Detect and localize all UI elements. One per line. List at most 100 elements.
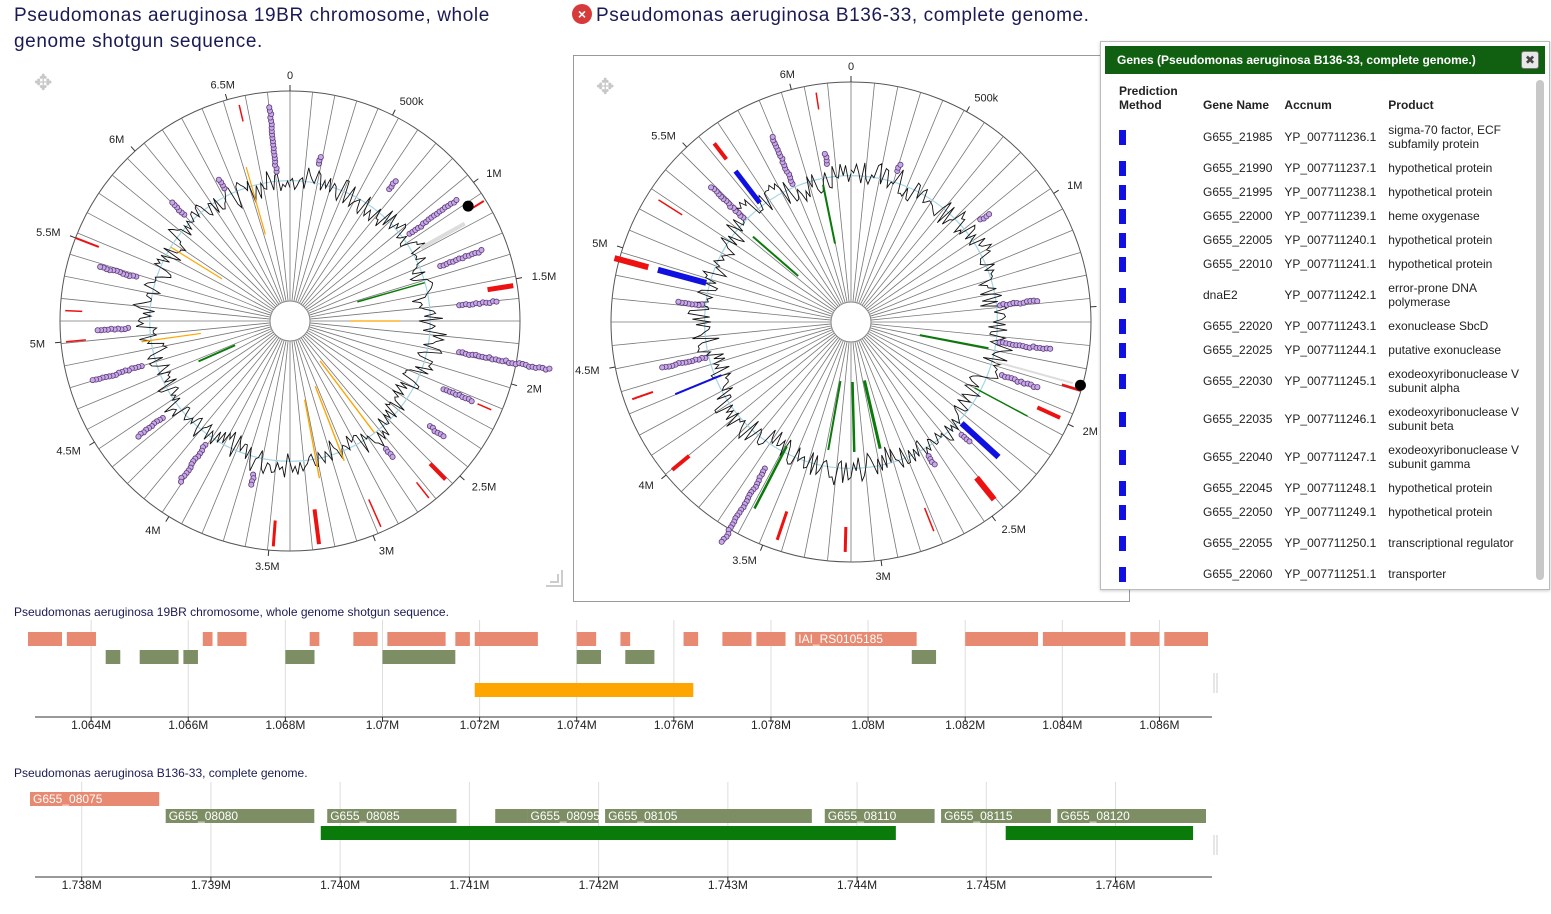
gene-row[interactable]: G655_22055 YP_007711250.1 transcriptional …	[1113, 524, 1533, 562]
gene-feature[interactable]	[382, 650, 456, 664]
resize-icon[interactable]	[542, 566, 564, 588]
gene-feature[interactable]	[66, 632, 96, 646]
gene-feature[interactable]	[1042, 632, 1126, 646]
radial-spoke	[856, 341, 922, 552]
linear-track-19br[interactable]: IAI_RS0105185 1.064M 1.066M 1.068M 1.07M 1.07…	[0, 620, 1230, 735]
gene-feature[interactable]	[756, 632, 786, 646]
gene-row[interactable]: G655_22045 YP_007711248.1 hypothetical pro…	[1113, 476, 1533, 500]
feature-bar	[815, 92, 820, 110]
gene-feature[interactable]	[795, 632, 917, 646]
gene-feature[interactable]	[165, 809, 315, 823]
gene-feature[interactable]	[527, 809, 599, 823]
feature-bar	[843, 526, 848, 552]
gene-feature[interactable]	[455, 632, 470, 646]
gene-row[interactable]: G655_22025 YP_007711244.1 putative exonucl…	[1113, 338, 1533, 362]
gene-feature[interactable]	[576, 632, 597, 646]
gene-feature[interactable]	[202, 632, 213, 646]
variant-dot	[659, 364, 666, 371]
axis-tick	[89, 441, 95, 446]
gene-feature[interactable]	[320, 826, 896, 840]
gene-feature[interactable]	[683, 632, 699, 646]
radial-spoke	[780, 92, 846, 303]
gene-row[interactable]: G655_21995 YP_007711238.1 hypothetical pro…	[1113, 180, 1533, 204]
gene-feature[interactable]	[824, 809, 935, 823]
feature-bar	[65, 339, 86, 343]
radial-spoke	[870, 323, 1090, 346]
gene-row[interactable]: G655_21990 YP_007711237.1 hypothetical pro…	[1113, 156, 1533, 180]
gene-feature[interactable]	[576, 650, 602, 664]
radial-spoke	[302, 336, 437, 500]
gene-feature[interactable]	[1005, 826, 1194, 840]
gene-feature[interactable]	[139, 650, 179, 664]
circular-map-left[interactable]: 0 500k 1M 1.5M 2M 2.5M 3M 3.5M 4M 4.5M 5M 5.5M 6M 6.5…	[10, 56, 568, 596]
resize-grip-icon[interactable]	[1212, 673, 1220, 693]
gene-feature[interactable]	[474, 683, 694, 697]
gene-row[interactable]: G655_22035 YP_007711246.1 exodeoxyribonucl…	[1113, 400, 1533, 438]
gene-feature[interactable]	[1057, 809, 1206, 823]
gene-feature[interactable]	[387, 632, 446, 646]
gene-row[interactable]: G655_22050 YP_007711249.1 hypothetical pro…	[1113, 500, 1533, 524]
axis-tick	[609, 366, 616, 369]
gene-feature[interactable]	[474, 632, 538, 646]
axis-tick-label: 1.072M	[460, 718, 500, 732]
linear-track-b136[interactable]: G655_08075 G655_08080 G655_08085 G655_08095…	[0, 782, 1230, 894]
gene-row[interactable]: G655_21985 YP_007711236.1 sigma-70 factor,…	[1113, 118, 1533, 156]
close-icon[interactable]: ✖	[1521, 51, 1539, 69]
gene-feature[interactable]	[353, 632, 378, 646]
column-header-prediction-method[interactable]: Prediction Method	[1119, 84, 1178, 112]
resize-grip-icon[interactable]	[1212, 835, 1220, 855]
radial-spoke	[98, 331, 274, 450]
column-header-accnum[interactable]: Accnum	[1284, 98, 1332, 112]
scrollbar-thumb[interactable]	[1536, 80, 1544, 580]
gene-feature[interactable]	[722, 632, 752, 646]
gene-feature[interactable]	[105, 650, 121, 664]
gene-feature[interactable]	[625, 650, 655, 664]
close-icon[interactable]: ×	[572, 4, 592, 24]
variant-dot	[478, 247, 485, 254]
gene-feature[interactable]	[30, 792, 160, 806]
title-left-genome: Pseudomonas aeruginosa 19BR chromosome, …	[14, 5, 490, 52]
gene-row[interactable]: dnaE2 YP_007711242.1 error-prone DNA polym…	[1113, 276, 1533, 314]
radial-spoke	[629, 329, 833, 415]
gene-feature[interactable]	[28, 632, 62, 646]
gene-feature[interactable]	[183, 650, 198, 664]
move-icon[interactable]: ✥	[34, 70, 53, 95]
scrollbar[interactable]	[1535, 76, 1545, 585]
gene-row[interactable]: G655_22030 YP_007711245.1 exodeoxyribonucl…	[1113, 362, 1533, 400]
column-header-product[interactable]: Product	[1388, 98, 1434, 112]
gene-feature[interactable]	[911, 650, 937, 664]
track-label-b136: Pseudomonas aeruginosa B136-33, complete…	[14, 766, 308, 780]
gene-feature[interactable]	[327, 809, 457, 823]
axis-tick-label: 1.074M	[557, 718, 597, 732]
gene-feature[interactable]	[605, 809, 812, 823]
gene-feature[interactable]	[1164, 632, 1208, 646]
gene-row[interactable]: G655_22010 YP_007711241.1 hypothetical pro…	[1113, 252, 1533, 276]
gene-row[interactable]: G655_22020 YP_007711243.1 exonuclease SbcD	[1113, 314, 1533, 338]
gene-feature[interactable]	[620, 632, 631, 646]
gene-row[interactable]: G655_22000 YP_007711239.1 heme oxygenase	[1113, 204, 1533, 228]
hub	[830, 301, 872, 343]
product-cell: putative exonuclease	[1388, 343, 1502, 357]
gene-feature[interactable]	[965, 632, 1039, 646]
radial-spoke	[854, 86, 899, 303]
axis-tick	[130, 146, 136, 152]
axis-tick-label: 6.5M	[210, 79, 234, 91]
gene-feature[interactable]	[1130, 632, 1160, 646]
gene-row[interactable]: G655_22005 YP_007711240.1 hypothetical pro…	[1113, 228, 1533, 252]
column-header-gene-name[interactable]: Gene Name	[1203, 98, 1270, 112]
genes-panel-header[interactable]: Genes (Pseudomonas aeruginosa B136-33, c…	[1105, 46, 1545, 74]
prediction-method-cell	[1113, 180, 1197, 204]
gene-row[interactable]: G655_22040 YP_007711247.1 exodeoxyribonucl…	[1113, 438, 1533, 476]
radial-spoke	[868, 208, 1063, 313]
gene-row[interactable]: G655_22060 YP_007711251.1 transporter	[1113, 562, 1533, 586]
gene-feature[interactable]	[217, 632, 247, 646]
prediction-method-cell	[1113, 562, 1197, 586]
move-icon[interactable]: ✥	[596, 74, 615, 99]
gene-feature[interactable]	[941, 809, 1051, 823]
feature-bar	[428, 462, 447, 481]
gene-feature-label: G655_08120	[1060, 809, 1130, 823]
gene-feature[interactable]	[495, 809, 528, 823]
gene-feature[interactable]	[285, 650, 315, 664]
gene-feature[interactable]	[309, 632, 320, 646]
